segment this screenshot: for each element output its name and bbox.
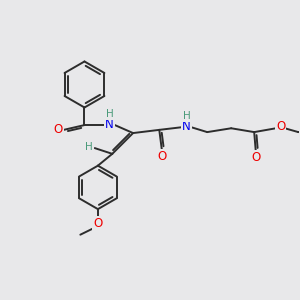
- Text: O: O: [157, 150, 167, 163]
- Text: H: H: [85, 142, 93, 152]
- Text: H: H: [106, 109, 114, 119]
- Text: N: N: [105, 118, 114, 130]
- Text: O: O: [276, 121, 285, 134]
- Text: O: O: [251, 151, 260, 164]
- Text: N: N: [182, 120, 191, 133]
- Text: O: O: [53, 123, 63, 136]
- Text: O: O: [93, 217, 103, 230]
- Text: H: H: [183, 111, 190, 121]
